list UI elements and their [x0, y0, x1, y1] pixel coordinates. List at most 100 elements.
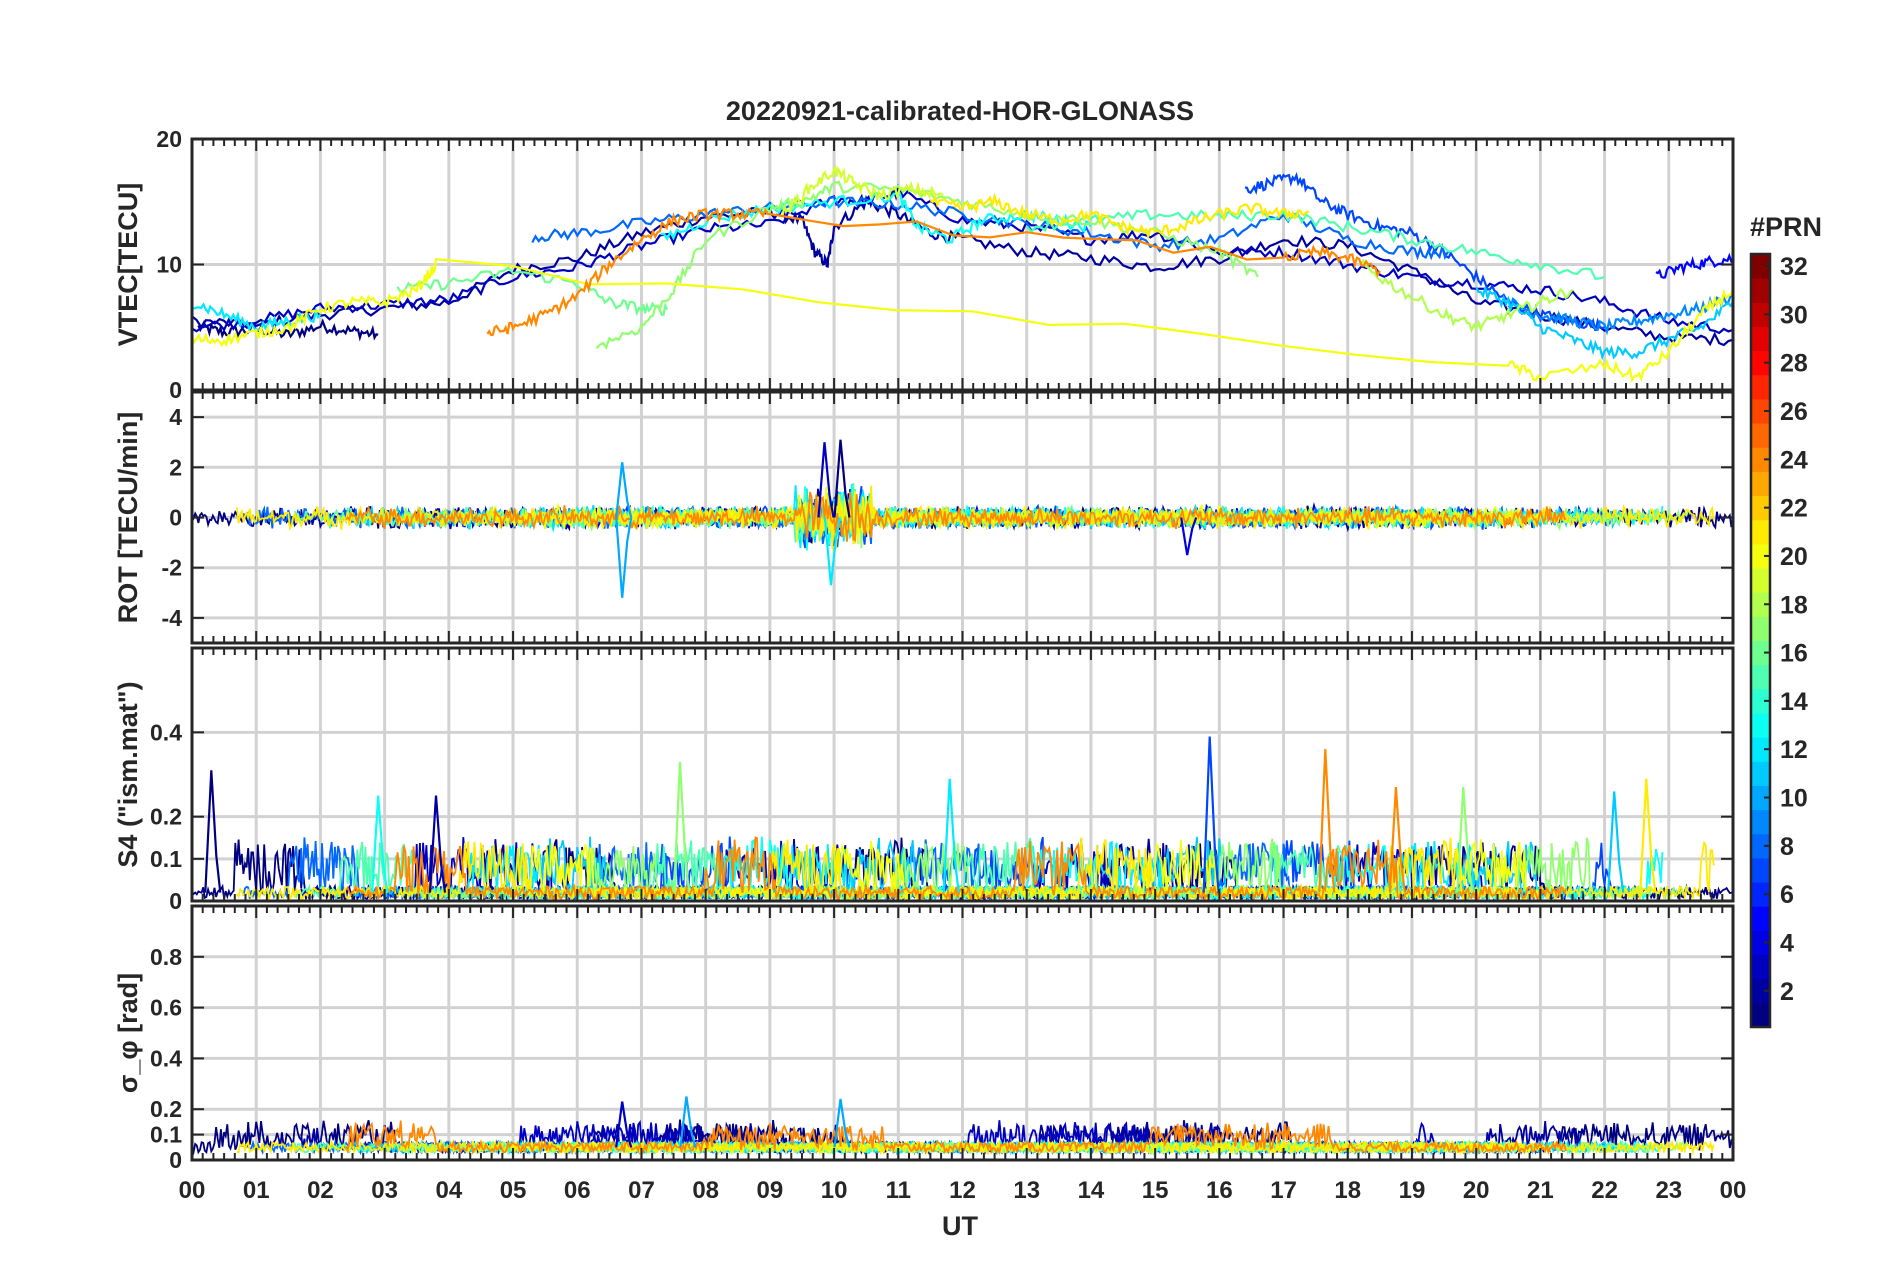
rot-x-ticks	[191, 392, 1734, 643]
s4-ytick-label: 0.2	[150, 804, 182, 830]
sigma-phi-x-ticks	[191, 906, 1734, 1160]
x-tick-label: 01	[243, 1177, 270, 1204]
colorbar-tick-label: 14	[1780, 688, 1808, 716]
rot-y-label: ROT [TECU/min]	[113, 412, 143, 623]
rot-peak	[823, 517, 841, 586]
sigma-phi-ytick-label: 0.4	[150, 1045, 182, 1071]
vtec-prn-5-line	[1655, 252, 1733, 279]
sigma-phi-grid	[192, 906, 1733, 1160]
s4-prn-21-line	[236, 837, 1715, 901]
x-tick-label: 18	[1334, 1177, 1361, 1204]
colorbar-tick-label: 24	[1780, 446, 1808, 474]
x-tick-label: 07	[628, 1177, 655, 1204]
colorbar-tick-label: 4	[1780, 929, 1794, 957]
colorbar-segment	[1751, 688, 1770, 714]
rot-ytick-label: 4	[169, 404, 182, 430]
vtec-ytick-label: 20	[156, 126, 182, 152]
s4-peak	[1202, 736, 1220, 893]
x-tick-label: 04	[435, 1177, 462, 1204]
x-tick-label: 23	[1655, 1177, 1682, 1204]
x-tick-label: 03	[371, 1177, 398, 1204]
colorbar-tick-label: 30	[1780, 301, 1808, 329]
colorbar-segment	[1751, 882, 1770, 907]
rot-ytick-label: -2	[162, 555, 182, 581]
x-tick-label: 09	[757, 1177, 784, 1204]
colorbar-frame	[1749, 252, 1772, 1029]
s4-ytick-label: 0.4	[150, 719, 182, 745]
colorbar-segment	[1751, 809, 1770, 835]
sigma-phi-panel: 00.10.2 0.4 0.6 0.8 σ_φ [rad]	[113, 904, 1735, 1173]
x-tick-label: 02	[307, 1177, 334, 1204]
sigma-phi-ytick-label: 0.8	[150, 944, 182, 970]
colorbar-segment	[1751, 447, 1770, 472]
colorbar-tick-label: 32	[1780, 253, 1808, 281]
s4-ytick-label: 0	[169, 888, 182, 914]
rot-series	[192, 439, 1733, 598]
colorbar-tick-label: 16	[1780, 640, 1808, 668]
rot-prn-21-line	[236, 485, 1715, 550]
x-tick-label: 00	[1720, 1177, 1747, 1204]
vtec-ytick-label: 10	[156, 252, 182, 278]
colorbar-segment	[1751, 278, 1770, 303]
x-tick-label: 00	[179, 1177, 206, 1204]
sigma-phi-ytick-label: 0.1	[150, 1122, 182, 1148]
sigma-phi-y-label: σ_φ [rad]	[113, 973, 143, 1093]
colorbar-segment	[1751, 519, 1770, 545]
vtec-grid	[192, 139, 1733, 390]
s4-peak	[1388, 787, 1406, 893]
s4-ytick-label: 0.1	[150, 846, 182, 872]
x-tick-label: 16	[1206, 1177, 1233, 1204]
colorbar-segment	[1751, 543, 1770, 569]
s4-peak	[204, 770, 222, 893]
x-tick-label: 21	[1527, 1177, 1554, 1204]
colorbar-segment	[1751, 302, 1770, 327]
x-tick-label: 17	[1270, 1177, 1297, 1204]
rot-peak	[615, 462, 633, 518]
colorbar-tick-label: 28	[1780, 350, 1808, 378]
vtec-prn-16-line	[396, 266, 669, 317]
chart-title: 20220921-calibrated-HOR-GLONASS	[726, 96, 1194, 126]
colorbar-segment	[1751, 592, 1770, 617]
colorbar-tick-label: 2	[1780, 978, 1794, 1006]
sigma-phi-peak	[833, 1098, 851, 1148]
sigma-phi-ytick-label: 0.6	[150, 995, 182, 1021]
colorbar-segment	[1751, 761, 1770, 786]
vtec-y-label: VTEC[TECU]	[113, 183, 143, 347]
rot-prn-20-line	[512, 486, 1542, 544]
vtec-prn-9-line	[1507, 291, 1733, 336]
x-tick-label: 14	[1078, 1177, 1105, 1204]
colorbar-title: #PRN	[1750, 212, 1822, 242]
s4-peak	[672, 761, 691, 893]
colorbar-segment	[1751, 640, 1770, 666]
x-tick-label: 08	[692, 1177, 719, 1204]
colorbar-segment	[1751, 326, 1770, 352]
x-tick-label: 20	[1463, 1177, 1490, 1204]
rot-peak	[833, 439, 851, 518]
colorbar-segment	[1751, 833, 1770, 859]
sigma-phi-ytick-label: 0.2	[150, 1096, 182, 1122]
colorbar-tick-label: 8	[1780, 833, 1794, 861]
colorbar-segment	[1751, 1002, 1770, 1028]
s4-peak	[371, 795, 389, 893]
colorbar-segment	[1751, 785, 1770, 811]
rot-peak	[817, 442, 835, 518]
rot-ytick-label: -4	[162, 605, 183, 631]
rot-ytick-label: 0	[169, 505, 182, 531]
vtec-x-ticks	[191, 139, 1734, 390]
x-tick-label: 05	[500, 1177, 527, 1204]
vtec-prn-15-line	[1025, 208, 1605, 280]
sigma-phi-ytick-label: 0	[169, 1147, 182, 1173]
colorbar-tick-label: 26	[1780, 398, 1808, 426]
s4-x-ticks	[191, 648, 1734, 901]
colorbar-tick-label: 22	[1780, 495, 1808, 523]
s4-prn-24-line	[345, 836, 1567, 901]
vtec-prn-19-line	[781, 165, 944, 216]
vtec-prn-21-line	[929, 192, 1310, 241]
colorbar-segment	[1751, 930, 1770, 956]
x-tick-label: 13	[1013, 1177, 1040, 1204]
colorbar-tick-label: 10	[1780, 785, 1808, 813]
rot-panel: -4 -2 0 2 4 ROT [TECU/min]	[113, 390, 1735, 645]
colorbar-segment	[1751, 350, 1770, 376]
colorbar-segment	[1751, 737, 1770, 762]
